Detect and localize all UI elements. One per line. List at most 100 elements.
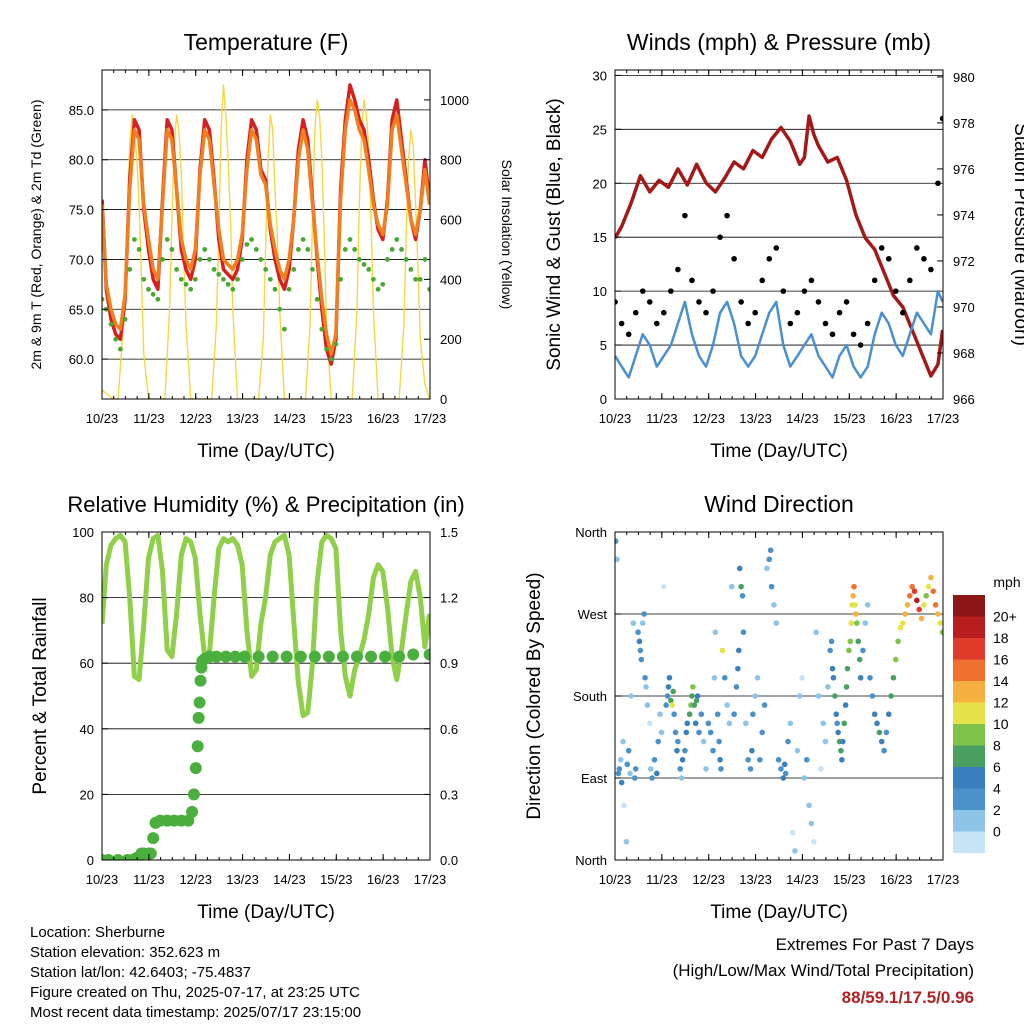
- series-point: [625, 331, 632, 338]
- series-point: [202, 247, 208, 252]
- y-tick-label: 100: [72, 525, 94, 540]
- direction-point: [693, 697, 700, 704]
- direction-point: [847, 638, 854, 645]
- direction-point: [694, 693, 701, 699]
- direction-point: [897, 624, 904, 631]
- direction-point: [664, 693, 671, 699]
- x-tick-label: 17/23: [927, 411, 960, 426]
- series-point: [252, 650, 265, 663]
- direction-point: [625, 747, 632, 754]
- chart-title: Relative Humidity (%) & Precipitation (i…: [67, 492, 464, 517]
- direction-point: [914, 597, 920, 604]
- series-point: [850, 331, 857, 338]
- direction-point: [806, 802, 812, 809]
- y2-tick-label: 0.0: [440, 853, 458, 868]
- direction-point: [644, 702, 651, 708]
- direction-point: [902, 611, 908, 617]
- series-point: [102, 296, 105, 302]
- legend-label: 10: [993, 716, 1009, 732]
- series-point: [668, 288, 674, 294]
- series-point: [178, 276, 184, 282]
- direction-point: [620, 738, 626, 745]
- direction-point: [641, 611, 647, 617]
- x-tick-label: 11/23: [133, 872, 165, 887]
- series-point: [423, 648, 430, 661]
- direction-point: [855, 638, 862, 645]
- series-point: [112, 854, 125, 860]
- y-tick-label: West: [578, 607, 608, 622]
- direction-point: [853, 611, 859, 617]
- direction-point: [624, 761, 631, 768]
- direction-point: [828, 638, 835, 645]
- direction-point: [712, 629, 719, 636]
- x-tick-label: 12/23: [692, 872, 725, 887]
- latest-data-timestamp: Most recent data timestamp: 2025/07/17 2…: [30, 1004, 362, 1021]
- x-tick-label: 11/23: [646, 411, 678, 426]
- legend-label: 18: [993, 630, 1009, 646]
- series-point: [296, 247, 301, 252]
- legend-swatch: [953, 638, 985, 660]
- series-point: [696, 299, 702, 305]
- direction-point: [674, 747, 680, 754]
- direction-point: [761, 702, 768, 708]
- direction-point: [780, 775, 787, 781]
- direction-point: [724, 702, 730, 708]
- x-tick-label: 16/23: [367, 872, 400, 887]
- x-tick-label: 13/23: [226, 872, 259, 887]
- series-point: [352, 247, 358, 252]
- direction-point: [881, 747, 887, 754]
- direction-point: [876, 729, 883, 736]
- series-point: [294, 650, 307, 663]
- y-tick-label: 0: [87, 853, 94, 868]
- series-point: [618, 320, 625, 327]
- x-tick-label: 16/23: [880, 872, 913, 887]
- direction-point: [921, 602, 927, 608]
- series-point: [253, 247, 259, 252]
- series-point: [266, 650, 279, 663]
- y2-tick-label: 978: [953, 116, 975, 131]
- series-point: [117, 346, 123, 352]
- direction-point: [696, 729, 702, 736]
- series-point: [136, 247, 142, 252]
- legend-label: 8: [993, 738, 1001, 754]
- direction-point: [739, 592, 746, 599]
- direction-point: [895, 638, 901, 645]
- y2-tick-label: 974: [953, 208, 975, 223]
- direction-point: [916, 606, 922, 613]
- series-point: [417, 276, 423, 282]
- direction-point: [719, 647, 726, 654]
- series-point: [843, 299, 850, 305]
- direction-point: [874, 720, 880, 727]
- series-point: [892, 288, 899, 294]
- y2-tick-label: 0.9: [440, 656, 458, 671]
- direction-point: [716, 738, 722, 745]
- direction-point: [679, 756, 686, 763]
- direction-point: [691, 702, 698, 708]
- x-tick-label: 16/23: [367, 411, 400, 426]
- series-point: [780, 288, 787, 294]
- direction-point: [787, 720, 794, 727]
- y2-tick-label: 1.5: [440, 525, 458, 540]
- direction-point: [830, 674, 837, 681]
- series-point: [393, 650, 406, 663]
- data-layer: [102, 83, 430, 399]
- x-tick-label: 13/23: [739, 411, 772, 426]
- data-layer: [102, 532, 430, 860]
- series-point: [216, 271, 222, 277]
- y-tick-label: 20: [80, 787, 94, 802]
- series-point: [752, 309, 758, 316]
- direction-point: [668, 697, 674, 704]
- legend-label: 4: [993, 781, 1001, 797]
- direction-point: [637, 647, 644, 654]
- direction-point: [615, 538, 619, 544]
- y2-tick-label: 976: [953, 162, 975, 177]
- direction-point: [796, 693, 803, 699]
- series-point: [857, 342, 864, 348]
- direction-point: [888, 693, 894, 699]
- direction-point: [918, 615, 925, 622]
- direction-point: [646, 720, 653, 727]
- direction-point: [618, 779, 625, 786]
- direction-point: [935, 611, 941, 617]
- series-point: [102, 854, 115, 860]
- direction-point: [939, 629, 943, 636]
